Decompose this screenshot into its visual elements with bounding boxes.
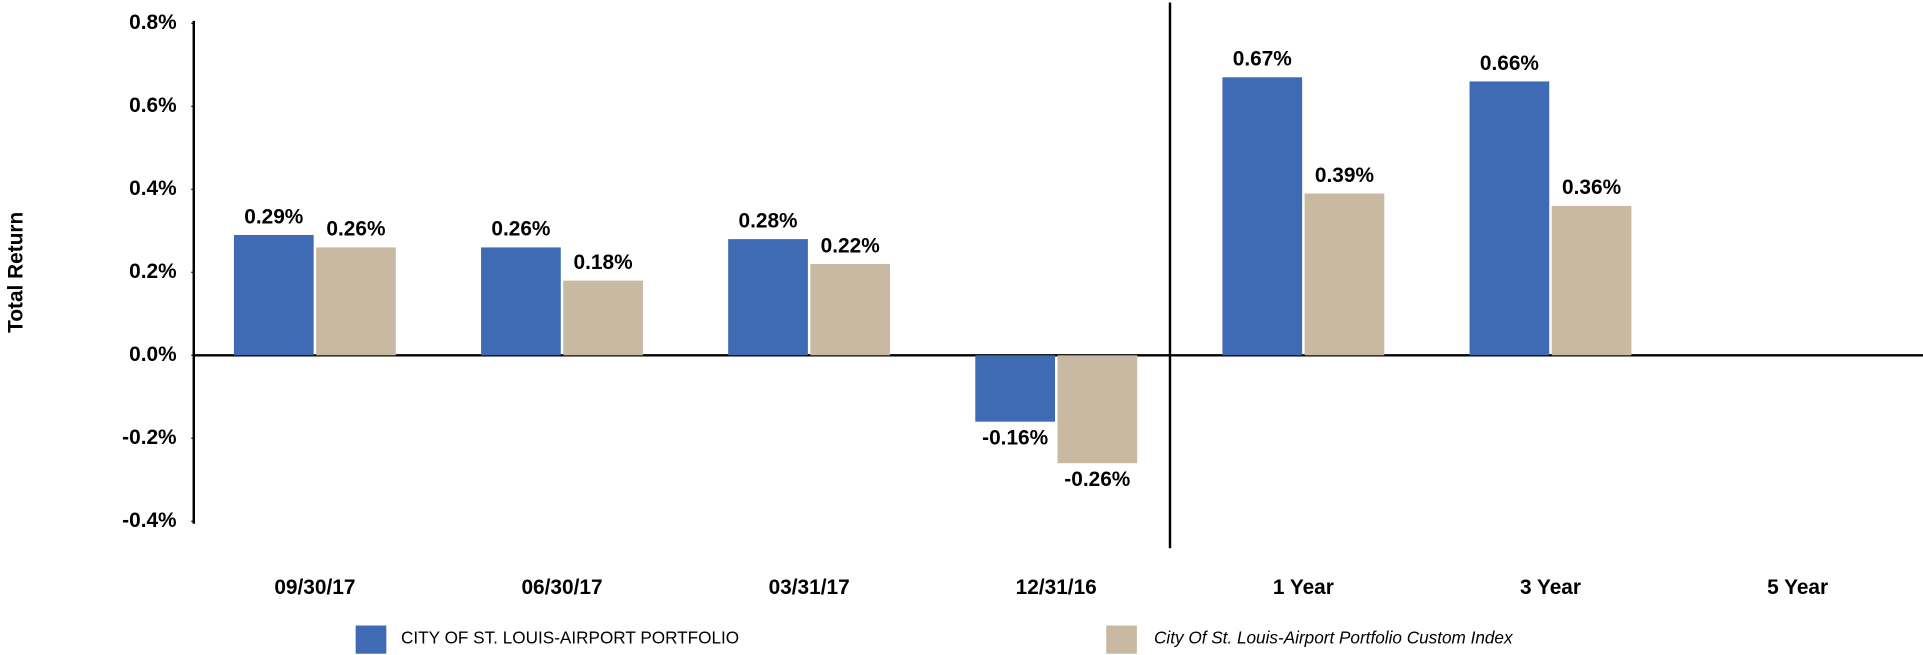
value-label: 0.26% — [491, 218, 550, 241]
x-tick-label: 3 Year — [1520, 576, 1581, 599]
bar — [563, 280, 643, 356]
value-label: 0.18% — [574, 251, 633, 274]
x-tick-label: 06/30/17 — [521, 576, 602, 599]
value-label: -0.16% — [982, 426, 1048, 449]
value-label: 0.39% — [1315, 164, 1374, 187]
legend-label: CITY OF ST. LOUIS-AIRPORT PORTFOLIO — [401, 628, 739, 648]
x-tick-label: 12/31/16 — [1016, 576, 1097, 599]
x-tick-label: 09/30/17 — [274, 576, 355, 599]
x-tick-label: 1 Year — [1273, 576, 1334, 599]
bar — [728, 239, 808, 356]
bar — [233, 234, 314, 356]
bar — [975, 355, 1056, 422]
legend-label: City Of St. Louis-Airport Portfolio Cust… — [1154, 628, 1514, 648]
y-tick-label: 0.4% — [129, 177, 176, 200]
value-label: 0.67% — [1233, 48, 1292, 71]
y-tick-label: -0.2% — [122, 426, 176, 449]
value-label: 0.22% — [821, 234, 880, 257]
value-label: 0.66% — [1480, 52, 1539, 75]
value-label: 0.36% — [1562, 176, 1621, 199]
value-label: -0.26% — [1064, 468, 1130, 491]
bar — [810, 264, 891, 356]
y-tick-label: 0.2% — [129, 260, 176, 283]
bar — [1222, 77, 1303, 356]
x-tick-label: 03/31/17 — [769, 576, 850, 599]
x-tick-label: 5 Year — [1767, 576, 1828, 599]
legend-swatch — [355, 625, 387, 654]
value-label: 0.26% — [326, 218, 385, 241]
y-tick-label: 0.8% — [129, 11, 176, 34]
bar — [1057, 355, 1138, 464]
bar — [1469, 81, 1550, 356]
bar — [1304, 193, 1385, 356]
y-tick-label: 0.6% — [129, 94, 176, 117]
y-tick-label: 0.0% — [129, 343, 176, 366]
value-label: 0.28% — [739, 209, 798, 232]
y-axis-label: Total Return — [5, 212, 28, 333]
bar — [316, 247, 396, 356]
bar — [1551, 205, 1632, 356]
legend-swatch — [1106, 625, 1137, 654]
y-tick-label: -0.4% — [122, 509, 176, 532]
bar — [481, 247, 561, 356]
value-label: 0.29% — [244, 205, 303, 228]
